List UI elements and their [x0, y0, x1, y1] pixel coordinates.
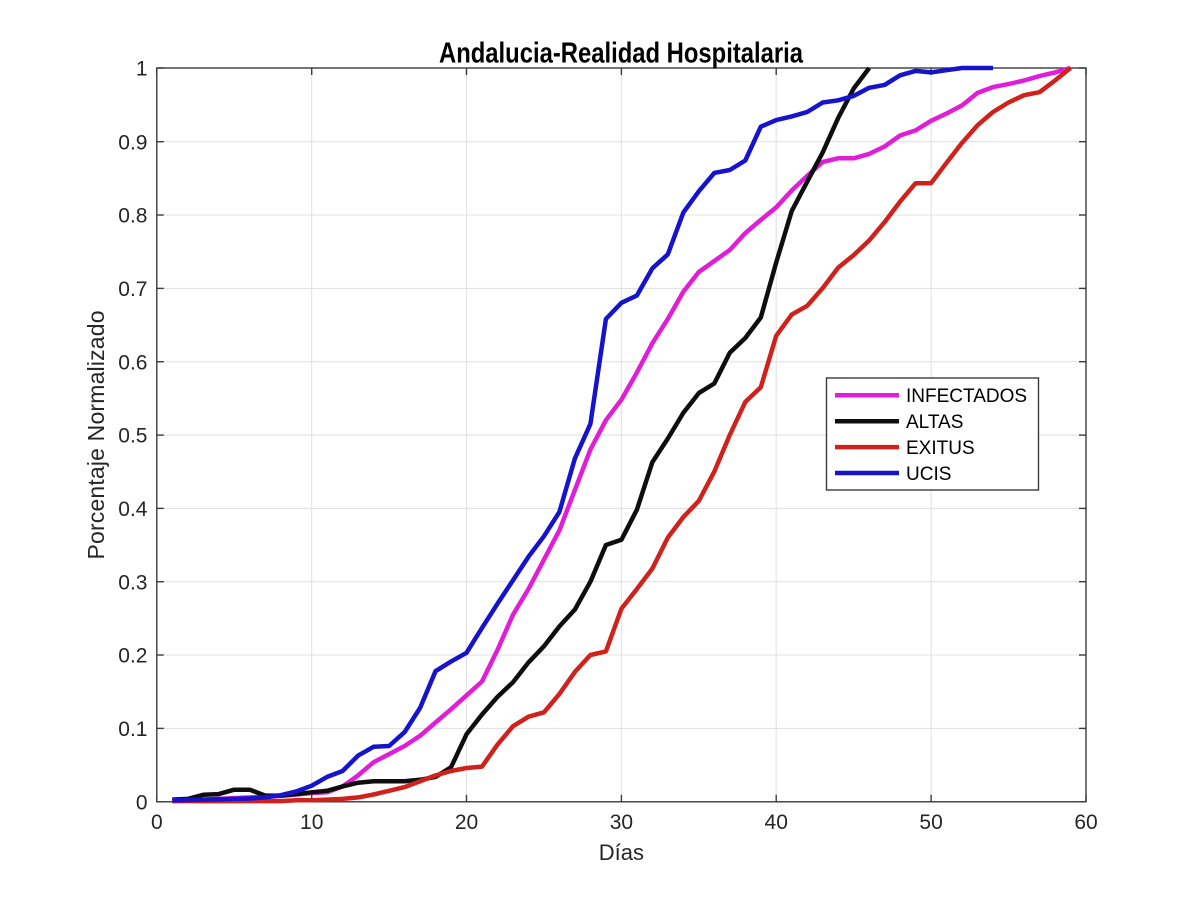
svg-text:0: 0	[136, 791, 148, 814]
svg-text:60: 60	[1074, 811, 1097, 834]
svg-text:ALTAS: ALTAS	[906, 412, 963, 433]
svg-text:1: 1	[136, 58, 148, 81]
svg-text:Porcentaje Normalizado: Porcentaje Normalizado	[83, 311, 109, 560]
svg-text:Andalucia-Realidad Hospitalari: Andalucia-Realidad Hospitalaria	[439, 38, 804, 70]
svg-text:40: 40	[765, 811, 788, 834]
svg-text:50: 50	[919, 811, 942, 834]
svg-text:30: 30	[610, 811, 633, 834]
svg-text:UCIS: UCIS	[906, 464, 951, 485]
svg-text:0.6: 0.6	[118, 351, 147, 374]
svg-text:0.2: 0.2	[118, 645, 147, 668]
svg-text:10: 10	[300, 811, 323, 834]
svg-text:0.5: 0.5	[118, 425, 147, 448]
svg-text:0.7: 0.7	[118, 278, 147, 301]
svg-text:0: 0	[151, 811, 163, 834]
svg-text:0.3: 0.3	[118, 571, 147, 594]
svg-text:0.9: 0.9	[118, 131, 147, 154]
svg-text:0.1: 0.1	[118, 718, 147, 741]
svg-text:0.8: 0.8	[118, 205, 147, 228]
svg-text:20: 20	[455, 811, 478, 834]
svg-text:INFECTADOS: INFECTADOS	[906, 386, 1027, 407]
svg-text:Días: Días	[599, 840, 644, 865]
svg-text:0.4: 0.4	[118, 498, 148, 521]
svg-text:EXITUS: EXITUS	[906, 438, 975, 459]
